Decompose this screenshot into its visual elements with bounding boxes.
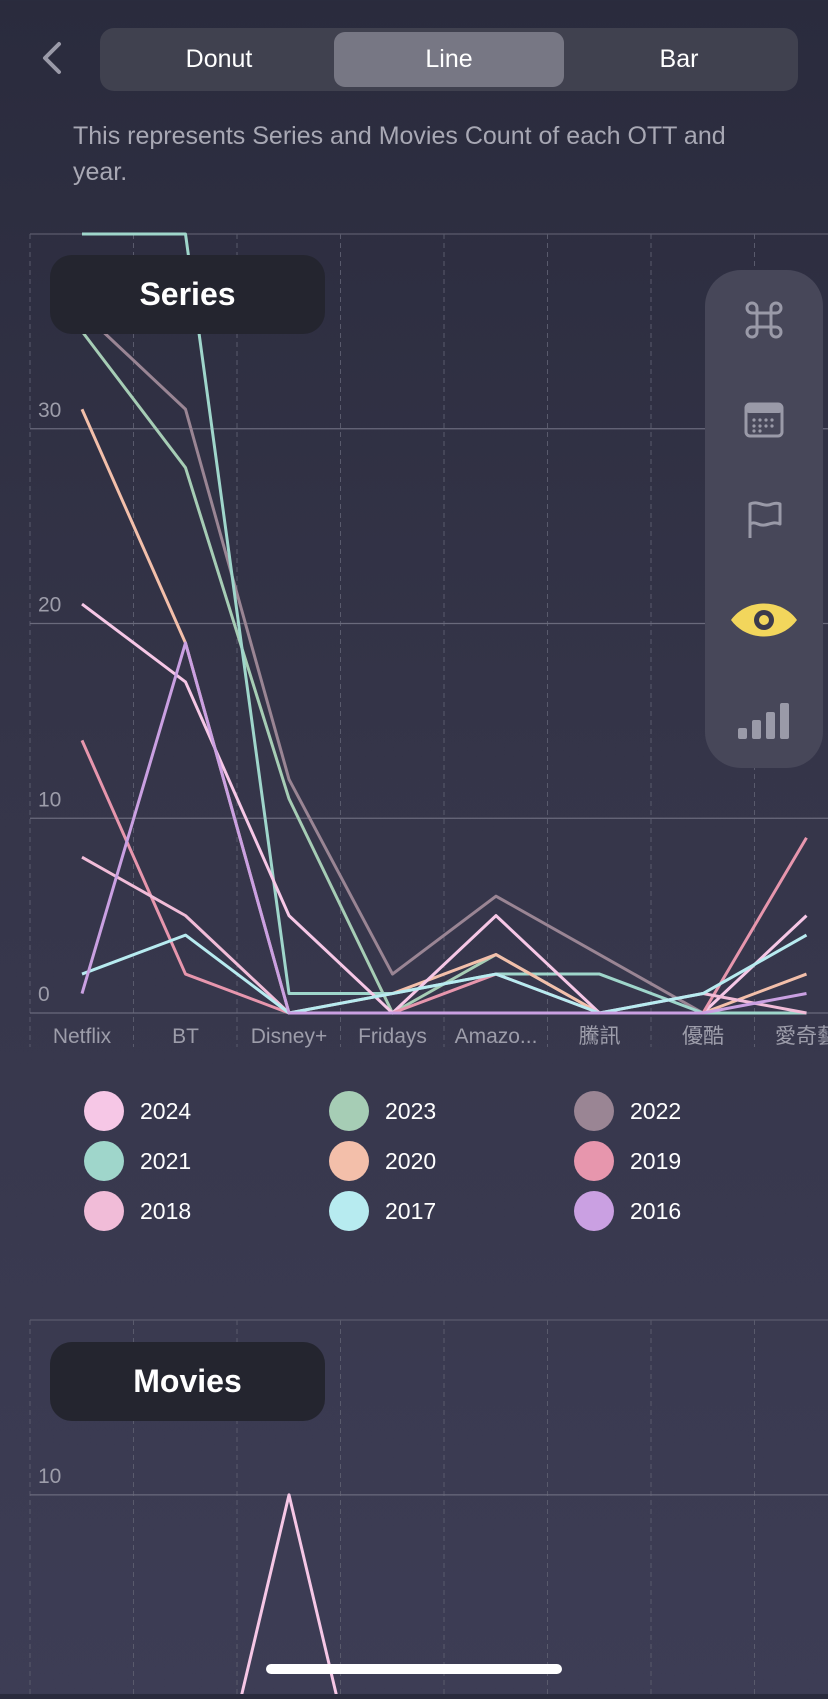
flag-icon — [748, 501, 782, 538]
series-chart-title: Series — [50, 255, 325, 334]
x-tick-label: 騰訊 — [579, 1025, 621, 1048]
movies-line-chart: 10 Movies — [0, 1318, 828, 1698]
tab-bar[interactable]: Bar — [659, 45, 699, 73]
legend-label: 2017 — [385, 1197, 437, 1224]
series-line-chart: 0 10 20 30 Netflix BT Disney+ Fridays Amazo... 騰訊… — [0, 232, 828, 1052]
x-tick-label: BT — [172, 1025, 199, 1048]
y-tick-label: 30 — [38, 399, 61, 422]
tab-donut[interactable]: Donut — [185, 45, 253, 73]
legend-swatch — [574, 1191, 614, 1231]
legend-item-2019[interactable]: 2019 — [574, 1141, 819, 1181]
movies-chart-svg: 10 — [29, 1319, 828, 1698]
legend-label: 2016 — [630, 1197, 682, 1224]
legend-label: 2023 — [385, 1097, 437, 1124]
y-tick-label: 10 — [38, 788, 61, 811]
legend-item-2024[interactable]: 2024 — [84, 1091, 329, 1131]
side-toolbar — [705, 270, 823, 768]
x-tick-label: 愛奇藝 — [775, 1025, 828, 1048]
y-tick-label: 10 — [38, 1465, 61, 1488]
series-line-2017 — [81, 933, 808, 1015]
signal-button[interactable] — [719, 680, 809, 760]
legend-item-2023[interactable]: 2023 — [329, 1091, 574, 1131]
grid: 0 10 20 30 — [29, 233, 828, 1047]
legend-swatch — [574, 1091, 614, 1131]
chart-type-segmented-control: Donut Line Bar — [100, 28, 798, 91]
legend-swatch — [84, 1091, 124, 1131]
x-tick-label: Fridays — [358, 1025, 427, 1048]
legend-item-2018[interactable]: 2018 — [84, 1191, 329, 1231]
x-tick-label: Netflix — [53, 1025, 112, 1048]
x-tick-label: 優酷 — [682, 1025, 724, 1048]
signal-bars-icon — [738, 703, 789, 739]
flag-button[interactable] — [719, 480, 809, 560]
series-lines — [80, 232, 808, 1015]
chevron-left-icon — [43, 42, 61, 74]
eye-button[interactable] — [719, 580, 809, 660]
legend-label: 2018 — [140, 1197, 192, 1224]
chart-description: This represents Series and Movies Count … — [73, 122, 726, 186]
command-button[interactable] — [719, 280, 809, 360]
y-tick-label: 0 — [38, 983, 50, 1006]
legend-swatch — [574, 1141, 614, 1181]
tab-line[interactable]: Line — [334, 32, 564, 87]
legend-label: 2022 — [630, 1097, 682, 1124]
legend-swatch — [84, 1191, 124, 1231]
legend-swatch — [329, 1141, 369, 1181]
calendar-button[interactable] — [719, 380, 809, 460]
series-chart-svg: 0 10 20 30 Netflix BT Disney+ Fridays Amazo... 騰訊… — [29, 232, 828, 1048]
legend-swatch — [329, 1191, 369, 1231]
legend-label: 2019 — [630, 1147, 682, 1174]
series-line-2022 — [80, 310, 807, 1015]
home-indicator — [266, 1664, 562, 1674]
back-button[interactable] — [30, 36, 74, 80]
x-tick-label: Amazo... — [455, 1025, 538, 1048]
legend-label: 2020 — [385, 1147, 437, 1174]
legend-item-2020[interactable]: 2020 — [329, 1141, 574, 1181]
legend-item-2016[interactable]: 2016 — [574, 1191, 819, 1231]
calendar-icon — [744, 402, 784, 438]
command-icon — [745, 301, 783, 339]
legend-swatch — [329, 1091, 369, 1131]
legend-label: 2021 — [140, 1147, 192, 1174]
x-tick-label: Disney+ — [251, 1025, 327, 1048]
legend-swatch — [84, 1141, 124, 1181]
legend-item-2021[interactable]: 2021 — [84, 1141, 329, 1181]
series-line-2016 — [80, 641, 807, 1015]
y-tick-label: 20 — [38, 594, 61, 617]
legend-item-2017[interactable]: 2017 — [329, 1191, 574, 1231]
legend-item-2022[interactable]: 2022 — [574, 1091, 819, 1131]
eye-icon — [731, 603, 797, 637]
legend: 2024 2023 2022 2021 2020 2019 2018 2017 2016 — [84, 1091, 824, 1231]
legend-label: 2024 — [140, 1097, 192, 1124]
grid: 10 — [29, 1319, 828, 1694]
movies-chart-title: Movies — [50, 1342, 325, 1421]
